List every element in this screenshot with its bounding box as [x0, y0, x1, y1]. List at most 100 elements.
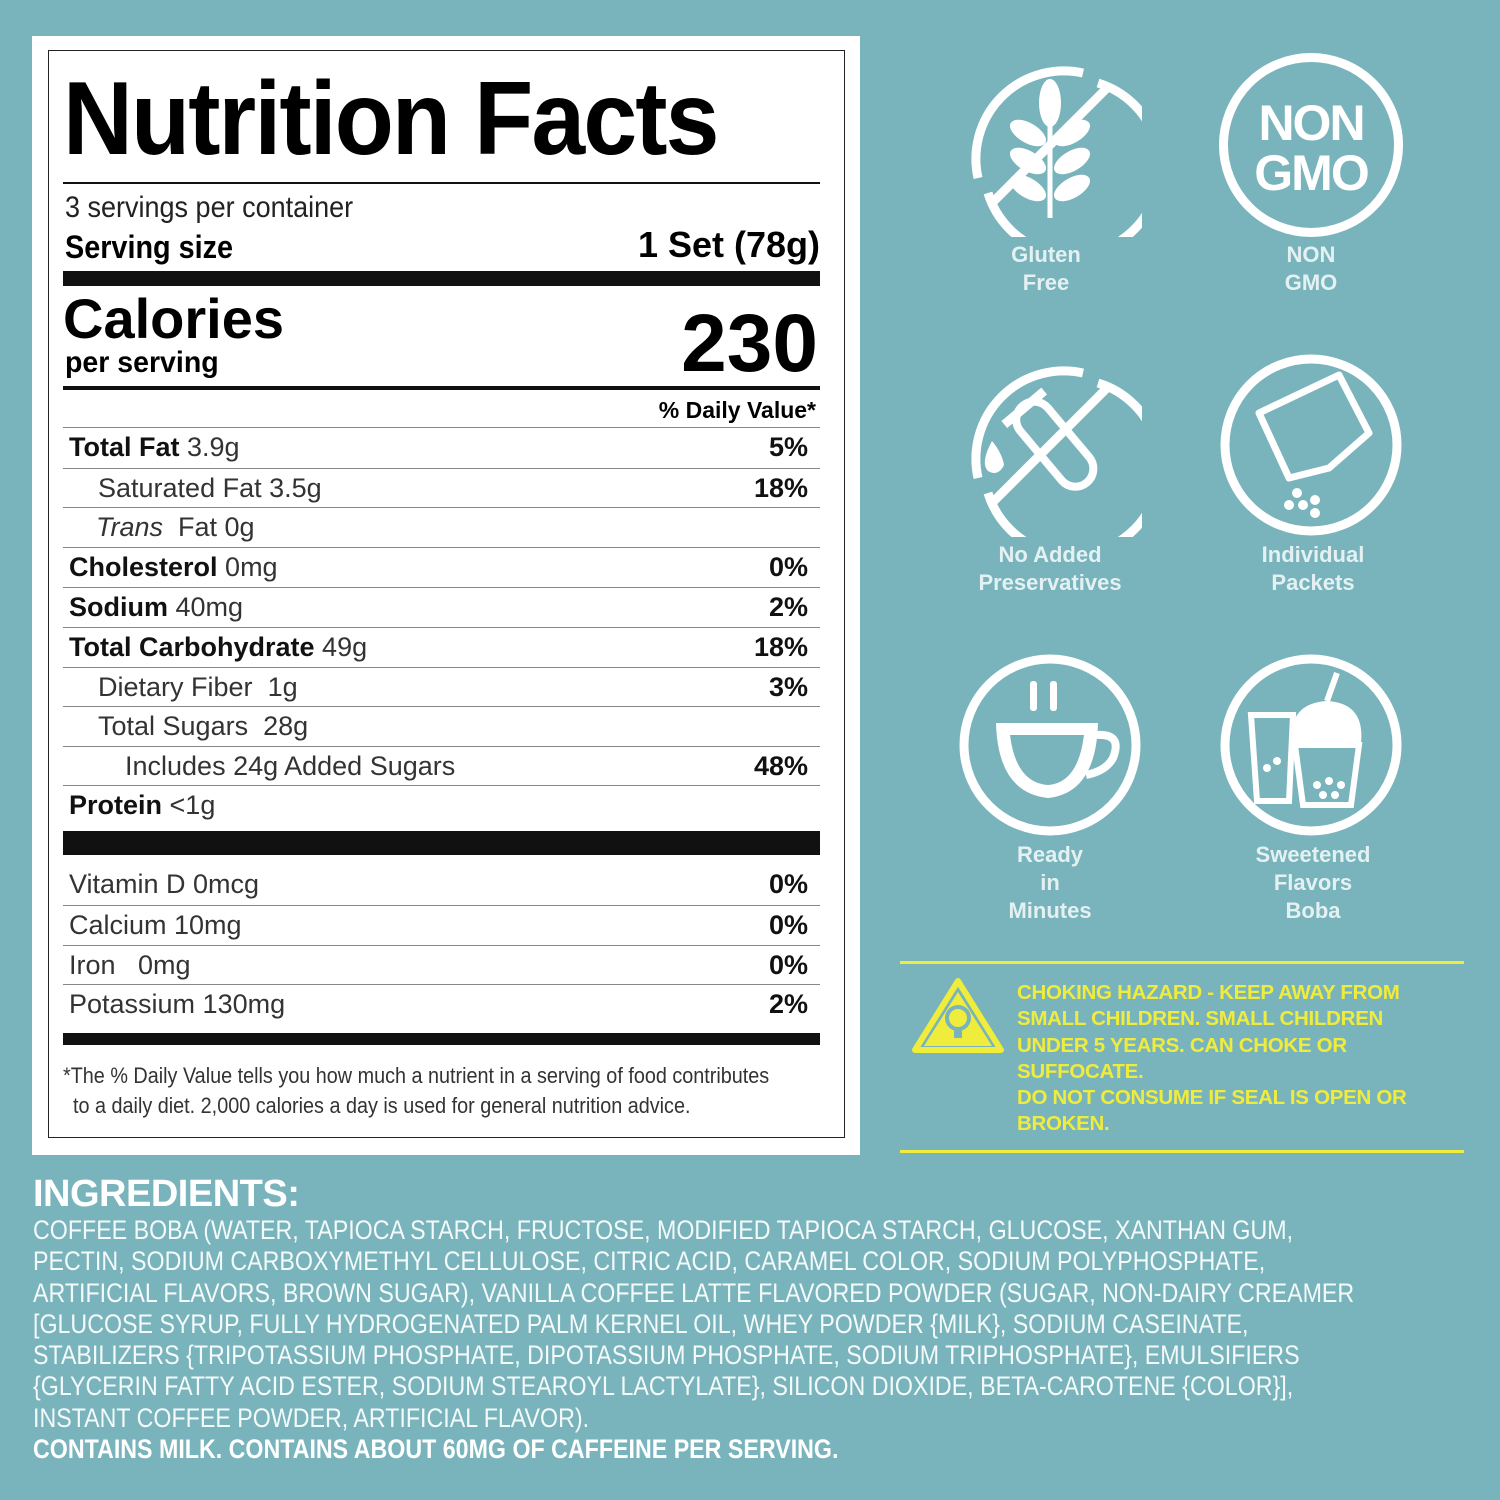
servings-per-container: 3 servings per container	[65, 191, 354, 224]
warning-line: UNDER 5 YEARS. CAN CHOKE OR	[1017, 1033, 1347, 1057]
non-gmo-icon: NON GMO	[1219, 53, 1403, 237]
vitamin-dv: 0%	[768, 869, 808, 899]
badge-label-ready-in-minutes: Ready in Minutes	[930, 841, 1170, 925]
badge-label-line: Minutes	[1008, 898, 1092, 923]
nutrient-row-saturated-fat: Saturated Fat 3.5g 18%	[63, 468, 820, 508]
packet-icon	[1220, 354, 1402, 536]
nutrient-amount: <1g	[169, 790, 216, 820]
badge-label-line: Preservatives	[978, 570, 1122, 595]
choking-hazard-warning: CHOKING HAZARD - KEEP AWAY FROM SMALL CH…	[1017, 980, 1407, 1138]
nutrient-amount: 3.9g	[187, 432, 240, 462]
calories-label: Calories	[63, 287, 284, 350]
vitamin-row: Potassium 130mg 2%	[63, 984, 820, 1024]
wheat-crossed-icon	[971, 66, 1142, 237]
nutrition-facts-title: Nutrition Facts	[63, 61, 719, 177]
nutrient-name: Protein	[69, 790, 163, 820]
badge-label-individual-packets: Individual Packets	[1193, 541, 1433, 597]
warning-divider	[900, 1150, 1464, 1153]
nutrient-name: Dietary Fiber	[98, 672, 253, 702]
nutrient-row-added-sugars: Includes 24g Added Sugars 48%	[63, 746, 820, 786]
warning-divider	[900, 961, 1464, 964]
badge-label-line: GMO	[1284, 270, 1338, 295]
badge-label-line: Flavors	[1273, 870, 1353, 895]
badge-label-line: Sweetened	[1255, 842, 1371, 867]
nutrient-row-total-sugars: Total Sugars 28g	[63, 706, 820, 746]
nutrient-name: Total Sugars	[98, 711, 249, 741]
badge-label-line: Packets	[1271, 570, 1355, 595]
nutrient-dv: 5%	[768, 432, 808, 462]
footnote: *The % Daily Value tells you how much a …	[63, 1063, 770, 1088]
daily-value-header: % Daily Value*	[658, 397, 816, 423]
ingredients-line: [GLUCOSE SYRUP, FULLY HYDROGENATED PALM …	[33, 1308, 1249, 1339]
thick-divider	[63, 271, 820, 286]
ingredients-line: PECTIN, SODIUM CARBOXYMETHYL CELLULOSE, …	[33, 1246, 1266, 1277]
badge-label-line: No Added	[998, 542, 1102, 567]
nutrient-amount: 3.5g	[269, 473, 322, 503]
divider	[63, 182, 820, 184]
vitamin-dv: 0%	[768, 910, 808, 940]
ingredients-line: INSTANT COFFEE POWDER, ARTIFICIAL FLAVOR…	[33, 1402, 590, 1433]
non-gmo-icon-text: NON	[1258, 95, 1365, 151]
nutrient-name: Sodium	[69, 592, 168, 622]
warning-line: SMALL CHILDREN. SMALL CHILDREN	[1017, 1007, 1384, 1031]
footnote: to a daily diet. 2,000 calories a day is…	[73, 1093, 691, 1118]
badge-label-sweetened-flavors-boba: Sweetened Flavors Boba	[1193, 841, 1433, 925]
nutrient-row-total-carbohydrate: Total Carbohydrate 49g 18%	[63, 627, 820, 667]
divider	[63, 386, 820, 390]
vitamin-dv: 0%	[768, 950, 808, 980]
test-tube-crossed-icon	[971, 366, 1142, 537]
nutrition-facts-panel: Nutrition Facts 3 servings per container…	[32, 36, 860, 1155]
warning-line: DO NOT CONSUME IF SEAL IS OPEN OR	[1017, 1086, 1407, 1110]
badge-label-line: NON	[1286, 242, 1336, 267]
nutrition-facts-border: Nutrition Facts 3 servings per container…	[48, 50, 845, 1138]
thick-divider	[63, 1033, 820, 1045]
vitamin-dv: 2%	[768, 989, 808, 1019]
nutrient-dv: 2%	[768, 592, 808, 622]
vitamin-row: Calcium 10mg 0%	[63, 905, 820, 945]
vitamin-row: Vitamin D 0mcg 0%	[63, 865, 820, 905]
vitamin-name: Calcium 10mg	[69, 910, 242, 940]
nutrient-dv: 18%	[753, 473, 808, 503]
warning-triangle-icon	[912, 978, 1004, 1053]
thick-divider	[63, 831, 820, 855]
nutrient-row-dietary-fiber: Dietary Fiber 1g 3%	[63, 667, 820, 707]
coffee-cup-icon	[959, 654, 1141, 836]
allergen-statement: CONTAINS MILK. CONTAINS ABOUT 60MG OF CA…	[33, 1434, 839, 1465]
badge-label-no-added-preservatives: No Added Preservatives	[930, 541, 1170, 597]
nutrient-dv: 0%	[768, 552, 808, 582]
vitamin-row: Iron 0mg 0%	[63, 945, 820, 985]
ingredients-line: ARTIFICIAL FLAVORS, BROWN SUGAR), VANILL…	[33, 1277, 1355, 1308]
badge-label-gluten-free: Gluten Free	[926, 241, 1166, 297]
warning-line: BROKEN.	[1017, 1112, 1110, 1136]
nutrient-name: Includes 24g Added Sugars	[125, 751, 456, 781]
nutrient-name: Total Carbohydrate	[69, 632, 315, 662]
vitamin-name: Vitamin D 0mcg	[69, 869, 260, 899]
nutrient-amount: 49g	[322, 632, 368, 662]
non-gmo-icon-text: GMO	[1254, 145, 1369, 201]
ingredients-list: COFFEE BOBA (WATER, TAPIOCA STARCH, FRUC…	[33, 1215, 1500, 1465]
nutrient-dv: 18%	[753, 632, 808, 662]
calories-value: 230	[681, 298, 818, 389]
vitamin-name: Iron 0mg	[69, 950, 191, 980]
badge-label-line: Individual	[1261, 542, 1365, 567]
nutrient-row-cholesterol: Cholesterol 0mg 0%	[63, 547, 820, 587]
warning-line: CHOKING HAZARD - KEEP AWAY FROM	[1017, 981, 1400, 1004]
badge-label-line: Gluten	[1011, 242, 1081, 267]
badge-label-line: Ready	[1016, 842, 1084, 867]
nutrient-row-sodium: Sodium 40mg 2%	[63, 587, 820, 627]
nutrient-dv: 48%	[753, 751, 808, 781]
warning-line: SUFFOCATE.	[1017, 1059, 1144, 1083]
serving-size-label: Serving size	[65, 229, 234, 265]
serving-size-value: 1 Set (78g)	[637, 224, 820, 265]
ingredients-line: COFFEE BOBA (WATER, TAPIOCA STARCH, FRUC…	[33, 1215, 1294, 1245]
badge-label-line: Boba	[1285, 898, 1341, 923]
nutrient-amount: Fat 0g	[178, 512, 255, 542]
nutrient-amount: 40mg	[175, 592, 244, 622]
nutrient-amount: 0mg	[225, 552, 278, 582]
nutrient-row-protein: Protein <1g	[63, 785, 820, 825]
nutrient-name: Cholesterol	[69, 552, 218, 582]
badge-label-non-gmo: NON GMO	[1191, 241, 1431, 297]
ingredients-line: {GLYCERIN FATTY ACID ESTER, SODIUM STEAR…	[33, 1371, 1294, 1402]
vitamin-name: Potassium 130mg	[69, 989, 286, 1019]
nutrient-name: Saturated Fat	[98, 473, 262, 503]
